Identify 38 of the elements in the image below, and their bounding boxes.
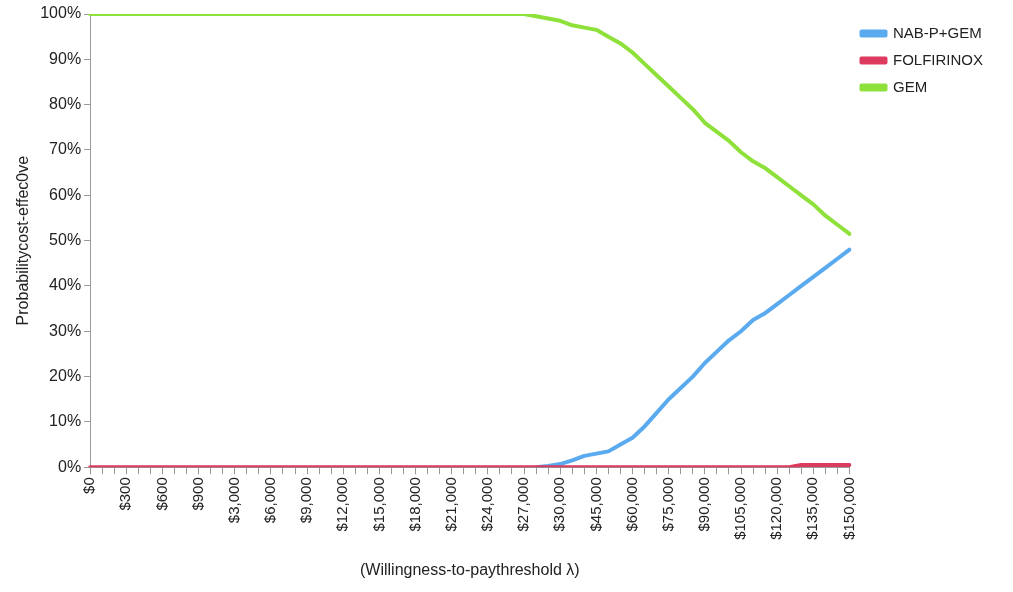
y-tick-label: 80%: [49, 95, 82, 113]
legend-label: FOLFIRINOX: [892, 50, 984, 68]
x-tick-label: $150,000: [839, 477, 857, 540]
x-tick-label: $24,000: [478, 477, 496, 532]
x-tick-label: $15,000: [369, 477, 387, 532]
x-axis-title: (Willingness-to-paythreshold λ): [359, 560, 580, 578]
y-tick-label: 90%: [49, 49, 82, 67]
y-tick-label: 10%: [49, 412, 82, 430]
x-tick-label: $600: [152, 477, 170, 511]
x-tick-label: $3,000: [224, 477, 242, 524]
y-tick-label: 70%: [49, 140, 82, 158]
y-tick-label: 100%: [40, 4, 82, 22]
y-axis-title: Probabilitycost-effec0ve: [14, 155, 32, 326]
y-tick-label: 40%: [49, 276, 82, 294]
y-tick-label: 0%: [58, 457, 82, 475]
x-tick-label: $0: [80, 477, 98, 494]
x-tick-label: $21,000: [441, 477, 459, 532]
x-tick-label: $120,000: [767, 477, 785, 540]
x-tick-label: $105,000: [731, 477, 749, 540]
legend-label: NAB-P+GEM: [892, 23, 982, 41]
y-tick-label: 60%: [49, 185, 82, 203]
x-tick-label: $45,000: [586, 477, 604, 532]
x-tick-label: $6,000: [261, 477, 279, 524]
x-tick-label: $60,000: [622, 477, 640, 532]
y-tick-label: 50%: [49, 231, 82, 249]
y-tick-label: 30%: [49, 321, 82, 339]
x-tick-label: $18,000: [405, 477, 423, 532]
x-tick-label: $27,000: [514, 477, 532, 532]
x-tick-label: $300: [116, 477, 134, 511]
x-tick-label: $30,000: [550, 477, 568, 532]
x-tick-label: $75,000: [658, 477, 676, 532]
x-tick-label: $9,000: [297, 477, 315, 524]
x-tick-label: $135,000: [803, 477, 821, 540]
x-tick-label: $900: [188, 477, 206, 511]
legend-label: GEM: [892, 77, 928, 95]
x-tick-label: $90,000: [694, 477, 712, 532]
y-tick-label: 20%: [49, 367, 82, 384]
x-tick-label: $12,000: [333, 477, 351, 532]
